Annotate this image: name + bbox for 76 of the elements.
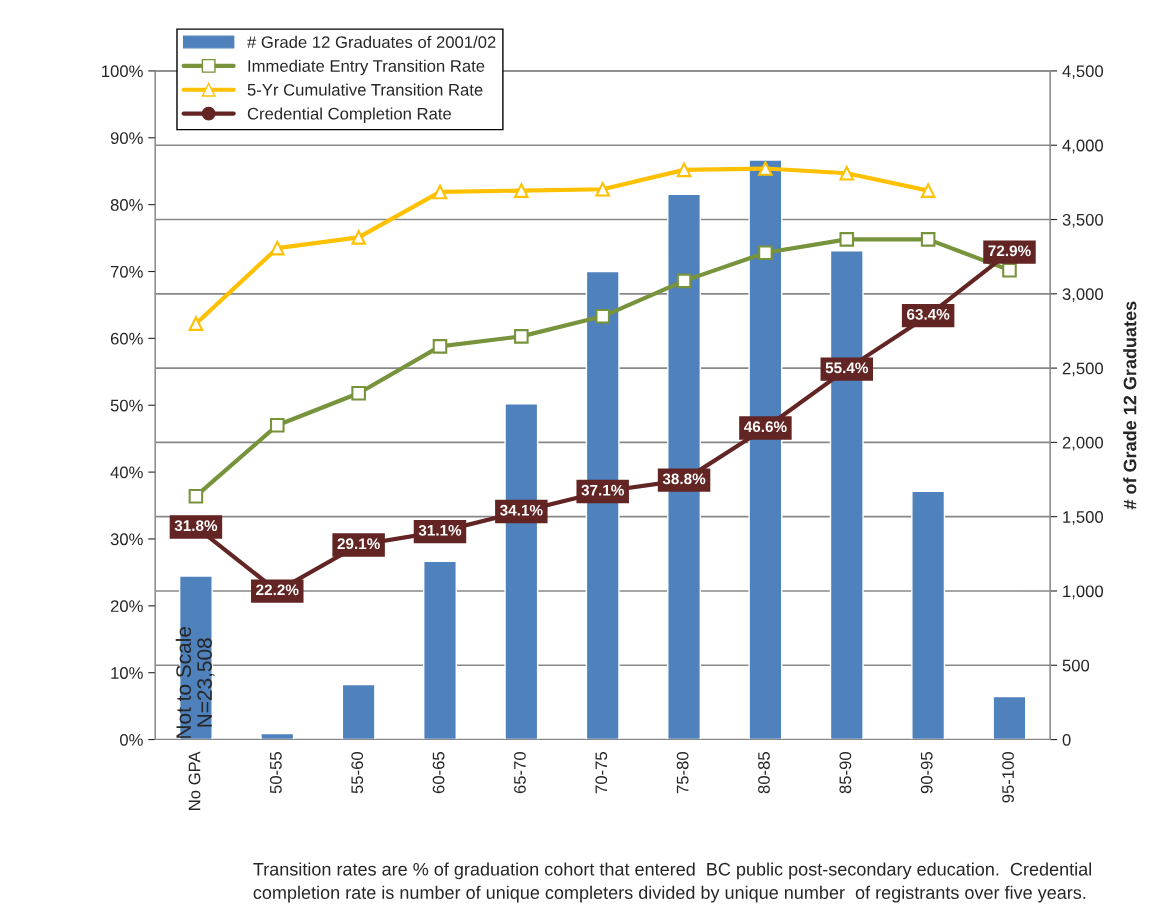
- y-tick-label: 100%: [102, 65, 143, 78]
- y2-tick-label: 2,500: [1062, 362, 1104, 377]
- legend-label: 5-Yr Cumulative Transition Rate: [247, 83, 483, 96]
- bar: [423, 560, 457, 740]
- data-label: 46.6%: [743, 421, 787, 433]
- point: [188, 488, 204, 504]
- point: [595, 181, 610, 197]
- point: [432, 184, 448, 200]
- y2-tick-label: 0: [1062, 733, 1071, 746]
- point: [1002, 262, 1017, 278]
- point: [758, 161, 773, 176]
- point: [920, 183, 936, 198]
- data-label: 22.2%: [256, 584, 299, 596]
- data-label: 29.1%: [337, 538, 380, 550]
- point: [351, 385, 366, 401]
- point: [758, 245, 773, 261]
- y-tick-label: 30%: [110, 533, 143, 546]
- y-tick-label: 60%: [110, 332, 143, 345]
- point: [351, 230, 366, 245]
- point: [269, 418, 285, 433]
- y2-tick-label: 4,500: [1062, 65, 1104, 80]
- legend-label: # Grade 12 Graduates of 2001/02: [247, 35, 496, 49]
- x-tick-label: No GPA: [188, 751, 201, 810]
- data-label: 55.4%: [825, 362, 869, 374]
- data-label: 31.8%: [174, 520, 218, 532]
- y2-tick-label: 4,000: [1062, 139, 1104, 154]
- y-tick-label: 80%: [110, 199, 143, 211]
- y2-tick-label: 1,500: [1063, 511, 1104, 525]
- data-label: 31.1%: [418, 524, 462, 536]
- y2-tick-label: 3,500: [1062, 213, 1104, 228]
- bar: [260, 732, 295, 740]
- data-label: 38.8%: [662, 473, 706, 485]
- point: [920, 232, 936, 247]
- y-tick-label: 20%: [110, 600, 143, 613]
- y2-tick-label: 500: [1062, 659, 1090, 672]
- x-tick-label: 60-65: [432, 752, 445, 794]
- bar: [992, 695, 1027, 740]
- y2-tick-label: 3,000: [1062, 288, 1104, 302]
- point: [595, 309, 610, 324]
- point: [269, 240, 285, 256]
- y-tick-label: 90%: [110, 132, 143, 144]
- y-tick-label: 40%: [110, 466, 143, 479]
- y2-tick-label: 2,000: [1062, 436, 1104, 451]
- x-tick-label: 80-85: [758, 752, 770, 794]
- point: [839, 232, 855, 247]
- y2-axis-title: # of Grade 12 Graduates: [1123, 301, 1137, 510]
- text: Transition rates are % of graduation cohort that entered BC public post-secondary education. Credential completion rate is number of unique completers divided by unique number of registrants over five years.: [253, 862, 1092, 903]
- x-tick-label: 65-70: [514, 752, 526, 794]
- y-tick-label: 50%: [110, 399, 143, 412]
- x-tick-label: 70-75: [595, 752, 608, 794]
- annotation: Not to Scale N=23,508: [175, 627, 215, 738]
- x-tick-label: 85-90: [839, 752, 852, 794]
- x-tick-label: 95-100: [1002, 752, 1014, 803]
- point: [676, 273, 692, 289]
- point: [432, 339, 448, 354]
- y2-tick-label: 1,000: [1063, 585, 1104, 600]
- bar: [341, 683, 376, 740]
- point: [188, 316, 204, 331]
- point: [676, 162, 692, 178]
- point: [514, 183, 529, 198]
- data-label: 72.9%: [988, 245, 1031, 257]
- y-tick-label: 0%: [119, 733, 143, 746]
- point: [514, 329, 529, 344]
- legend-label: Immediate Entry Transition Rate: [248, 59, 485, 76]
- y-tick-label: 70%: [110, 265, 143, 278]
- data-label: 37.1%: [581, 484, 624, 496]
- point: [839, 165, 855, 181]
- x-tick-label: 55-60: [351, 752, 364, 794]
- legend-label: Credential Completion Rate: [247, 107, 451, 123]
- x-tick-label: 50-55: [269, 752, 282, 794]
- bar: [911, 490, 946, 740]
- y-tick-label: 10%: [111, 667, 143, 679]
- data-label: 34.1%: [500, 504, 543, 516]
- x-tick-label: 90-95: [920, 752, 933, 794]
- x-tick-label: 75-80: [676, 752, 689, 794]
- data-label: 63.4%: [907, 308, 950, 320]
